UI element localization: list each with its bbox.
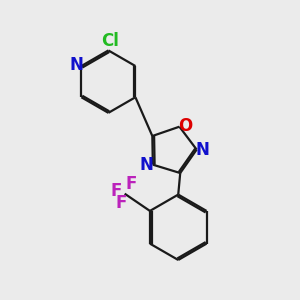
Text: O: O [178, 116, 193, 134]
Text: F: F [116, 194, 128, 212]
Text: Cl: Cl [101, 32, 119, 50]
Text: N: N [140, 156, 154, 174]
Text: F: F [125, 175, 137, 193]
Text: F: F [111, 182, 122, 200]
Text: N: N [70, 56, 83, 74]
Text: N: N [196, 141, 209, 159]
